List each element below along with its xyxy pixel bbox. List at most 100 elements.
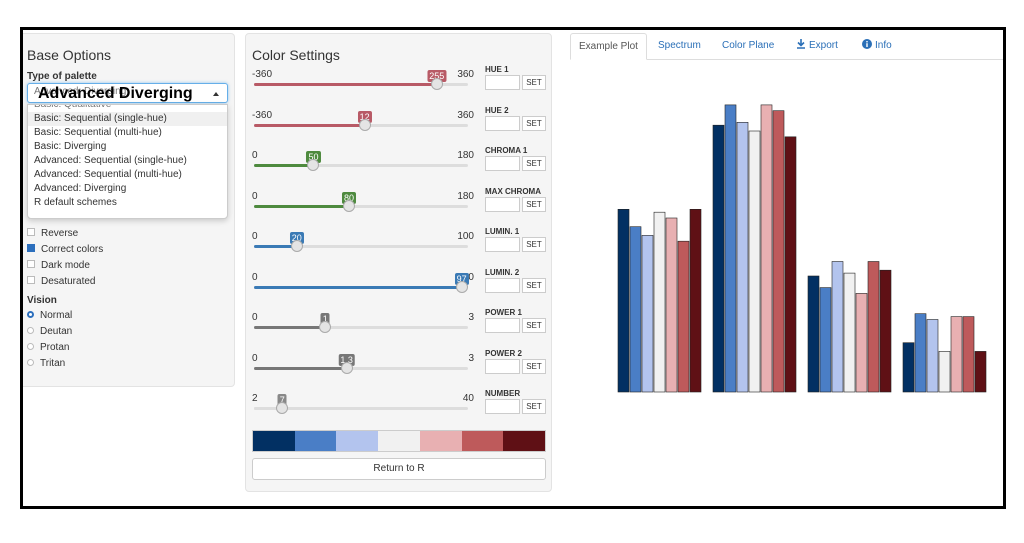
vision-protan-label: Protan (40, 342, 70, 353)
vision-protan-radio[interactable]: Protan (27, 341, 69, 355)
slider-track[interactable]: 1.3 (254, 353, 468, 374)
slider-track[interactable]: 50 (254, 151, 468, 171)
slider-label: CHROMA 1 (485, 146, 528, 155)
palette-type-select[interactable]: Advanced: Diverging Advanced Diverging (27, 83, 228, 103)
dropdown-item-r-default[interactable]: R default schemes (34, 197, 117, 208)
slider-value-input[interactable] (485, 358, 520, 374)
set-button[interactable]: SET (522, 237, 546, 252)
palette-type-dropdown: Basic: Qualitative Basic: Sequential (si… (27, 104, 228, 219)
slider-value-input[interactable] (485, 277, 520, 293)
checkbox-box-checked[interactable] (27, 244, 35, 253)
set-button[interactable]: SET (522, 115, 546, 131)
radio-dot[interactable] (27, 342, 34, 350)
vision-tritan-radio[interactable]: Tritan (27, 357, 65, 371)
slider-label: POWER 1 (485, 308, 522, 317)
slider-track[interactable]: 255 (254, 70, 468, 90)
slider-handle[interactable] (343, 199, 356, 212)
set-button[interactable]: SET (522, 399, 546, 414)
tab-export[interactable]: Export (788, 33, 846, 59)
slider-fill (254, 366, 347, 370)
palette-swatch-5 (419, 431, 462, 451)
palette-swatch-7 (503, 431, 546, 451)
slider-value-input[interactable] (485, 75, 520, 90)
slider-max: 360 (457, 69, 474, 80)
set-button[interactable]: SET (522, 75, 546, 90)
slider-track[interactable]: 97 (254, 272, 469, 293)
tab-spectrum[interactable]: Spectrum (650, 33, 709, 59)
slider-row: -360 360 12 HUE 2 SET (252, 105, 550, 147)
dropdown-item-advanced-sequential-multi[interactable]: Advanced: Sequential (multi-hue) (34, 169, 182, 180)
slider-min: 0 (252, 312, 258, 323)
desaturated-checkbox[interactable]: Desaturated (27, 275, 95, 289)
example-bar-chart (617, 104, 987, 393)
set-button[interactable]: SET (522, 358, 546, 374)
dropdown-item-basic-sequential-single[interactable]: Basic: Sequential (single-hue) (28, 112, 227, 126)
slider-label: HUE 2 (485, 105, 509, 115)
slider-value-input[interactable] (485, 196, 520, 212)
slider-track[interactable]: 12 (254, 110, 468, 131)
slider-value-input[interactable] (485, 399, 520, 414)
slider-row: 0 100 20 LUMIN. 1 SET (252, 227, 550, 268)
slider-label: LUMIN. 2 (485, 267, 520, 277)
reverse-checkbox[interactable]: Reverse (27, 227, 78, 241)
slider-track[interactable]: 7 (254, 394, 468, 414)
reverse-label: Reverse (41, 228, 79, 239)
bar-group2-series5 (760, 104, 773, 393)
bar-group3-series7 (879, 269, 892, 393)
palette-swatch-4 (378, 431, 420, 451)
slider-track[interactable]: 20 (254, 232, 468, 252)
slider-max: 3 (468, 312, 474, 323)
return-to-r-button[interactable]: Return to R (252, 458, 546, 480)
set-button[interactable]: SET (522, 277, 546, 293)
tab-info[interactable]: Info (854, 33, 900, 59)
checkbox-box[interactable] (27, 276, 35, 285)
tab-color-plane[interactable]: Color Plane (714, 33, 782, 59)
tab-color-plane-label: Color Plane (722, 40, 775, 51)
slider-value-input[interactable] (485, 318, 520, 333)
dark-mode-checkbox[interactable]: Dark mode (27, 259, 90, 273)
slider-handle[interactable] (290, 240, 303, 252)
slider-max: 100 (457, 231, 474, 242)
checkbox-box[interactable] (27, 228, 35, 237)
bar-group4-series4 (938, 351, 951, 393)
slider-label: POWER 2 (485, 348, 522, 358)
slider-handle[interactable] (319, 321, 332, 333)
slider-max: 180 (457, 150, 474, 161)
vision-deutan-radio[interactable]: Deutan (27, 325, 72, 339)
slider-value-input[interactable] (485, 156, 520, 171)
bar-group2-series3 (736, 121, 749, 393)
slider-handle[interactable] (358, 118, 371, 131)
slider-track[interactable]: 80 (254, 191, 468, 212)
slider-value-input[interactable] (485, 115, 520, 131)
slider-handle[interactable] (455, 280, 468, 293)
set-button[interactable]: SET (522, 156, 546, 171)
radio-dot[interactable] (27, 310, 34, 318)
slider-handle[interactable] (340, 361, 353, 374)
bar-group2-series2 (724, 104, 737, 393)
set-button[interactable]: SET (522, 196, 546, 212)
slider-min: 0 (252, 352, 258, 364)
slider-handle[interactable] (307, 159, 320, 171)
checkbox-box[interactable] (27, 260, 35, 269)
set-button[interactable]: SET (522, 318, 546, 333)
bar-group1-series7 (689, 209, 702, 393)
slider-track[interactable]: 1 (254, 313, 468, 333)
slider-handle[interactable] (276, 402, 289, 414)
vision-normal-radio[interactable]: Normal (27, 309, 72, 323)
slider-fill (254, 204, 350, 208)
tab-example-plot[interactable]: Example Plot (570, 33, 647, 60)
slider-value-input[interactable] (485, 237, 520, 252)
slider-handle[interactable] (430, 78, 443, 90)
slider-row: 0 3 1 POWER 1 SET (252, 308, 550, 349)
radio-dot[interactable] (27, 326, 34, 334)
dropdown-item-advanced-diverging[interactable]: Advanced: Diverging (34, 183, 127, 194)
slider-fill (254, 83, 437, 86)
dropdown-item-advanced-sequential-single[interactable]: Advanced: Sequential (single-hue) (34, 155, 187, 166)
chevron-up-icon (213, 92, 219, 96)
dropdown-item-basic-qualitative[interactable]: Basic: Qualitative (34, 104, 112, 110)
radio-dot[interactable] (27, 358, 34, 366)
dropdown-item-basic-diverging[interactable]: Basic: Diverging (34, 141, 107, 152)
dropdown-item-basic-sequential-multi[interactable]: Basic: Sequential (multi-hue) (34, 127, 162, 138)
correct-colors-checkbox[interactable]: Correct colors (27, 243, 103, 257)
